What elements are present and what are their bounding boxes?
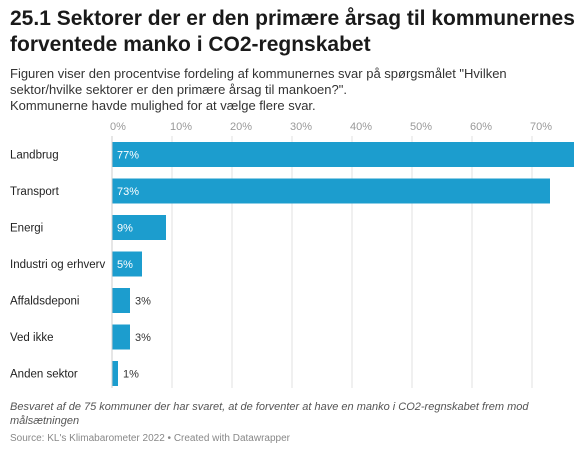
x-tick-label: 0% bbox=[110, 121, 126, 133]
value-label: 5% bbox=[117, 259, 133, 271]
value-label: 3% bbox=[135, 332, 151, 344]
category-label: Transport bbox=[10, 186, 60, 198]
bar bbox=[112, 324, 130, 350]
bar bbox=[112, 215, 166, 240]
category-label: Ved ikke bbox=[10, 332, 53, 344]
chart-subtitle: Figuren viser den procentvise fordeling … bbox=[10, 66, 507, 113]
x-tick-label: 70% bbox=[530, 121, 552, 133]
x-tick-label: 50% bbox=[410, 121, 432, 133]
chart-notes: Besvaret af de 75 kommuner der har svare… bbox=[10, 401, 529, 427]
x-tick-label: 10% bbox=[170, 121, 192, 133]
bar bbox=[112, 178, 550, 204]
value-label: 9% bbox=[117, 223, 133, 235]
chart-source: Source: KL's Klimabarometer 2022 • Creat… bbox=[10, 433, 290, 444]
category-label: Landbrug bbox=[10, 150, 59, 162]
bar bbox=[112, 251, 142, 277]
x-tick-label: 60% bbox=[470, 121, 492, 133]
category-label: Energi bbox=[10, 223, 43, 235]
category-label: Anden sektor bbox=[10, 369, 78, 381]
bar-chart: 0% 10% 20% 30% 40% 50% 60% 70% Landbrug 77% Transp… bbox=[10, 121, 574, 388]
x-tick-label: 20% bbox=[230, 121, 252, 133]
value-label: 3% bbox=[135, 296, 151, 308]
x-tick-label: 40% bbox=[350, 121, 372, 133]
bar bbox=[112, 142, 574, 167]
bar bbox=[112, 288, 130, 313]
value-label: 73% bbox=[117, 186, 139, 198]
category-label: Industri og erhverv bbox=[10, 259, 105, 271]
value-label: 1% bbox=[123, 369, 139, 381]
category-label: Affaldsdeponi bbox=[10, 296, 79, 308]
bar bbox=[112, 361, 118, 386]
value-label: 77% bbox=[117, 150, 139, 162]
x-tick-label: 30% bbox=[290, 121, 312, 133]
chart-title: 25.1 Sektorer der er den primære årsag t… bbox=[10, 7, 575, 56]
